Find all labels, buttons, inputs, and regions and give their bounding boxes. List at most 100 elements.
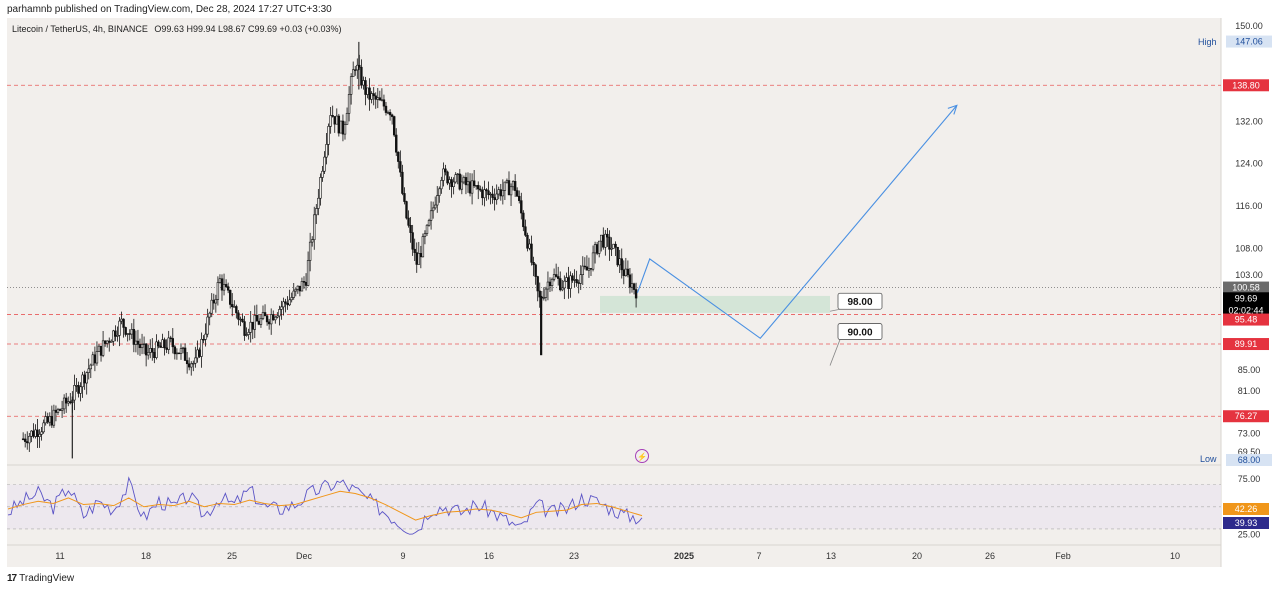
candle-body [556,276,560,279]
candle-body [610,247,613,250]
candle-body [239,318,242,321]
candle-body [515,190,519,197]
candle-body [423,233,427,237]
candle-body [600,234,603,242]
candle-body [583,265,587,268]
candle-body [192,362,195,365]
candle-body [103,340,107,344]
candle-body [538,290,541,298]
candle-body [612,243,615,249]
candle-body [401,171,404,194]
support-zone [600,295,830,313]
candle-body [460,181,464,190]
callout-box [837,323,883,340]
candle-body [522,212,525,228]
candle-body [446,171,449,184]
candle-body [140,344,144,349]
candle-body [134,340,138,345]
tradingview-logo-icon: 17 [7,573,17,584]
candle-body [247,332,250,335]
candle-body [153,352,156,358]
candle-body [228,289,232,305]
projection-arrowhead [947,104,958,115]
candle-body [126,333,129,335]
candle-body [403,193,406,202]
candle-body [507,180,511,196]
candle-body [448,179,451,184]
candle-body [495,193,498,201]
candle-body [622,269,625,276]
candle-body [532,262,535,266]
candle-body [376,97,379,100]
candle-body [561,287,564,291]
price-tag [1223,313,1269,326]
candle-body [194,357,197,364]
candle-body [341,120,345,135]
candle-body [26,441,29,444]
tradingview-logo[interactable]: 17 TradingView [7,573,74,584]
candle-body [304,282,308,286]
candle-body [559,278,562,291]
candle-body [196,349,199,359]
candle-body [204,333,207,340]
candle-body [349,76,353,95]
candle-body [165,347,168,350]
candle-body [50,416,54,426]
candle-body [565,277,568,282]
time-axis-tick: 2025 [674,551,694,561]
candle-body [290,297,293,301]
candle-body [237,312,240,320]
candle-body [32,430,35,437]
candle-body [114,330,117,337]
candle-body [200,338,203,357]
callout-label: 98.00 [847,297,872,308]
candle-body [454,174,457,183]
candle-body [288,299,291,306]
price-tag [1223,338,1269,351]
candle-body [212,299,215,304]
candle-body [149,348,152,353]
callout-label: 90.00 [847,328,872,339]
candle-body [177,352,181,355]
candle-body [159,345,162,348]
candle-body [175,352,179,355]
candle-body [589,268,593,270]
price-tag-label: 138.80 [1232,80,1260,90]
candle-body [265,315,269,323]
candle-body [618,258,621,266]
candle-body [323,156,326,172]
candle-body [208,312,211,318]
candle-body [161,339,164,348]
chart-panel[interactable] [7,18,1221,567]
candle-body [388,112,392,116]
price-axis-tick: 116.00 [1236,201,1263,211]
candle-body [206,316,209,335]
candle-body [413,248,416,253]
candle-body [173,346,177,355]
candle-body [144,343,148,356]
candle-body [300,281,304,292]
candle-body [554,274,558,277]
candle-body [235,306,238,314]
candle-body [226,286,230,291]
time-axis-tick: 23 [569,551,579,561]
candle-body [222,284,226,291]
candle-body [73,385,76,401]
price-axis-tick: 108.00 [1235,243,1263,253]
candle-body [530,243,533,263]
candle-body [354,69,357,71]
candle-body [171,338,174,348]
candle-body [474,185,478,187]
candle-body [267,321,271,325]
candle-body [339,120,343,134]
publisher-line: parhamnb published on TradingView.com, D… [7,4,332,15]
candle-body [321,170,324,178]
candle-body [497,189,500,195]
candle-body [122,318,125,328]
candle-body [616,246,619,266]
candle-body [329,115,332,127]
time-axis-tick: Feb [1055,551,1071,561]
candle-body [296,285,300,290]
candle-body [345,112,349,125]
